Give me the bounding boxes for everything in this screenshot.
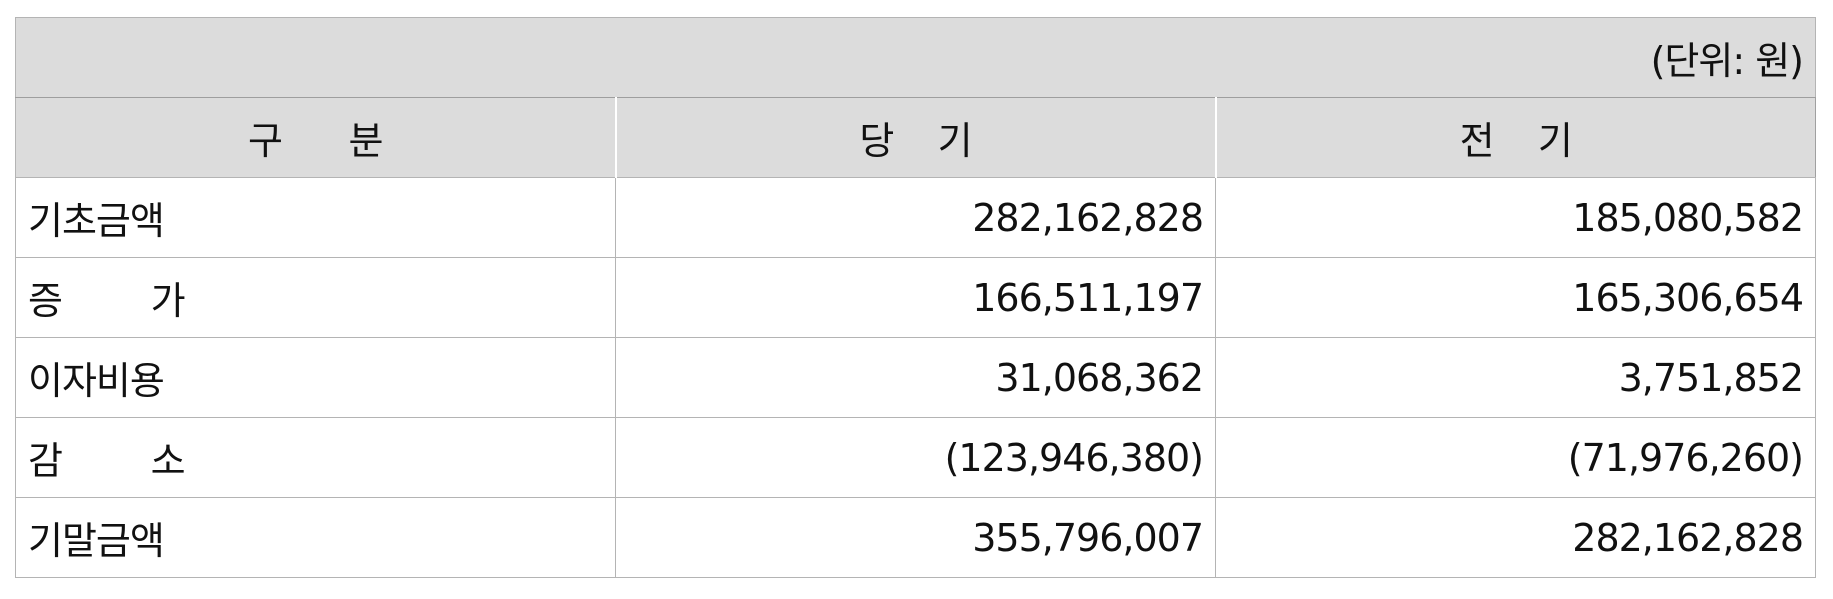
table-row: 기말금액 355,796,007 282,162,828 (15, 497, 1817, 578)
current-value: 166,511,197 (615, 257, 1216, 338)
row-label: 이자비용 (15, 337, 616, 418)
financial-table: (단위: 원) 구 분 당 기 전 기 기초금액 282,162,828 185… (14, 17, 1817, 578)
current-value: 355,796,007 (615, 497, 1216, 578)
current-value: 282,162,828 (615, 177, 1216, 258)
row-label: 감 소 (15, 417, 616, 498)
row-label: 기말금액 (15, 497, 616, 578)
prior-value: 3,751,852 (1214, 337, 1817, 418)
unit-row: (단위: 원) (14, 17, 1817, 98)
current-value: 31,068,362 (615, 337, 1216, 418)
prior-value: 185,080,582 (1214, 177, 1817, 258)
unit-label: (단위: 원) (14, 17, 1817, 98)
table-row: 감 소 (123,946,380) (71,976,260) (15, 417, 1817, 498)
current-value: (123,946,380) (615, 417, 1216, 498)
prior-value: 165,306,654 (1214, 257, 1817, 338)
table-row: 증 가 166,511,197 165,306,654 (15, 257, 1817, 338)
row-label: 기초금액 (15, 177, 616, 258)
row-label: 증 가 (15, 257, 616, 338)
column-header-prior: 전 기 (1214, 97, 1817, 178)
prior-value: (71,976,260) (1214, 417, 1817, 498)
column-header-current: 당 기 (614, 97, 1216, 178)
header-row: 구 분 당 기 전 기 (15, 97, 1817, 178)
table-row: 기초금액 282,162,828 185,080,582 (15, 177, 1817, 258)
column-header-category: 구 분 (15, 97, 616, 178)
prior-value: 282,162,828 (1214, 497, 1817, 578)
table-row: 이자비용 31,068,362 3,751,852 (15, 337, 1817, 418)
financial-table-container: (단위: 원) 구 분 당 기 전 기 기초금액 282,162,828 185… (14, 17, 1817, 578)
